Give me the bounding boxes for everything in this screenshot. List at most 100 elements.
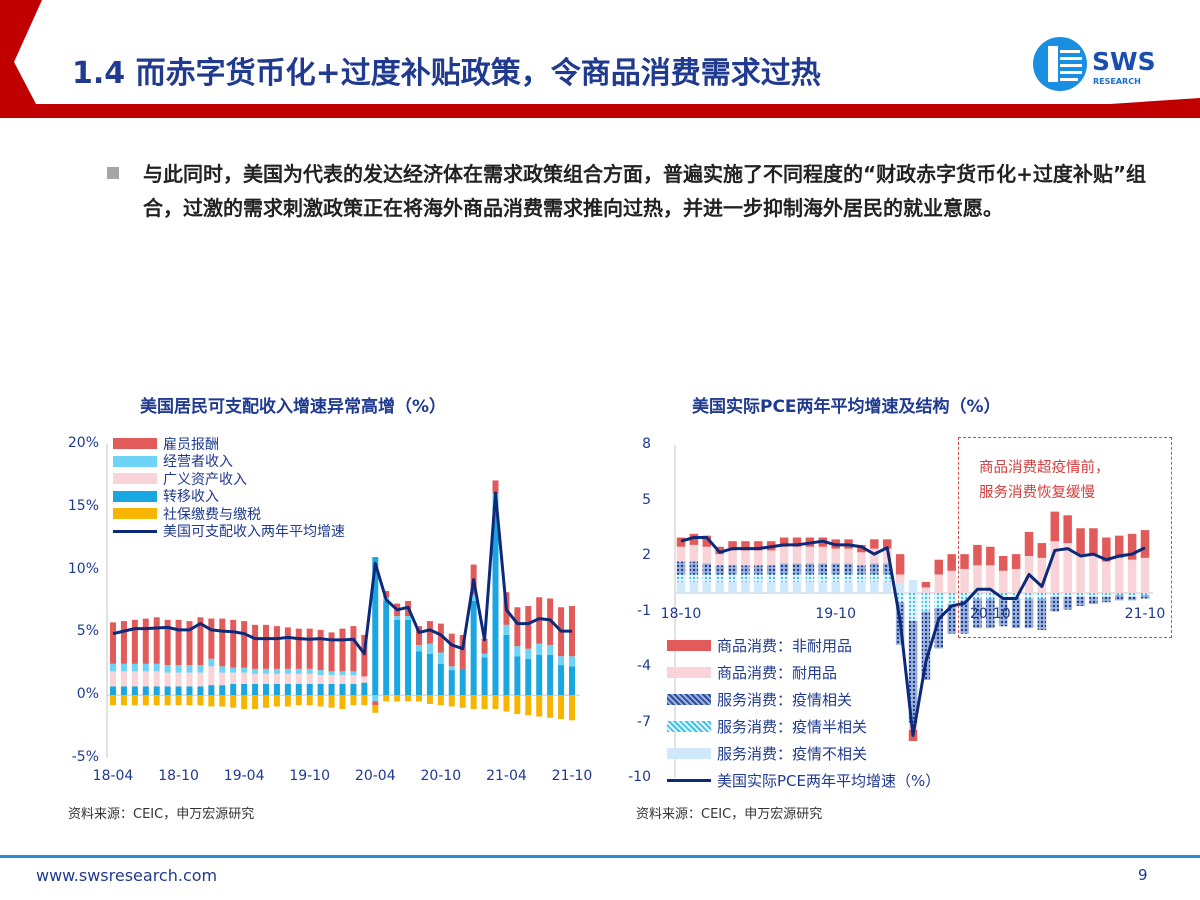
x-tick-label: 18-10 <box>660 606 702 622</box>
bar-segment <box>317 695 324 707</box>
bar-segment <box>426 695 433 704</box>
bar-segment <box>328 683 335 696</box>
header-frame <box>0 0 1200 118</box>
annotation-line-1: 商品消费超疫情前， <box>979 460 1110 476</box>
y-tick-label: -7 <box>637 713 651 730</box>
bar-segment <box>766 574 776 582</box>
bar-segment <box>208 695 215 707</box>
bar-segment <box>1089 554 1098 593</box>
bar-segment <box>481 695 488 710</box>
bar-segment <box>831 548 840 564</box>
bar-segment <box>986 593 995 599</box>
bar-segment <box>831 581 840 593</box>
footer-url-link[interactable]: www.swsresearch.com <box>36 866 218 885</box>
x-tick-label: 19-10 <box>815 606 856 622</box>
bar-segment <box>383 590 390 598</box>
bar-segment <box>1127 559 1137 593</box>
bar-segment <box>131 695 138 706</box>
annotation-line-2: 服务消费恢复缓慢 <box>979 485 1095 501</box>
bar-segment <box>503 695 510 712</box>
bar-segment <box>857 552 866 566</box>
y-tick-label: 10% <box>67 560 99 577</box>
x-tick-label: 20-10 <box>969 606 1011 622</box>
bar-segment <box>492 480 499 495</box>
bar-segment <box>426 621 433 644</box>
legend-color-swatch <box>667 721 711 732</box>
y-tick-label: -10 <box>628 769 651 785</box>
bar-segment <box>131 663 138 672</box>
bar-segment <box>263 668 269 674</box>
bar-segment <box>779 546 789 564</box>
bar-segment <box>1114 594 1124 601</box>
bar-segment <box>295 668 302 674</box>
bar-segment <box>1076 554 1085 593</box>
left-chart-legend: 雇员报酬 经营者收入 广义资产收入 转移收入 社保缴费与缴税 美国可支配收入两年平均增速 <box>113 435 345 540</box>
legend-item: 经营者收入 <box>113 453 345 471</box>
bar-segment <box>131 686 138 696</box>
bar-segment <box>142 695 149 706</box>
legend-label: 经营者收入 <box>163 454 233 471</box>
bar-segment <box>870 574 879 582</box>
bar-segment <box>153 686 160 696</box>
bar-segment <box>252 624 259 669</box>
bar-segment <box>792 581 802 593</box>
bar-segment <box>481 657 488 696</box>
bar-segment <box>481 653 488 658</box>
bar-segment <box>569 666 575 696</box>
x-tick-label: 18-10 <box>158 768 199 784</box>
bar-segment <box>448 633 455 667</box>
bar-segment <box>405 695 412 702</box>
bar-segment <box>1011 598 1021 629</box>
bar-segment <box>273 626 280 669</box>
bar-segment <box>536 643 543 656</box>
bar-segment <box>895 593 905 603</box>
bar-segment <box>361 682 368 696</box>
bar-segment <box>1114 557 1124 593</box>
bar-segment <box>230 695 237 708</box>
bar-segment <box>702 563 712 575</box>
bar-segment <box>175 686 182 696</box>
bar-segment <box>219 695 226 707</box>
bar-segment <box>818 574 828 582</box>
bar-segment <box>947 570 956 593</box>
y-tick-label: 2 <box>642 547 651 563</box>
bar-segment <box>1037 557 1047 593</box>
bar-segment <box>1037 543 1047 558</box>
bar-segment <box>164 672 171 687</box>
bar-segment <box>241 672 248 684</box>
bar-segment <box>805 574 815 582</box>
bar-segment <box>908 620 918 723</box>
bar-segment <box>459 695 466 708</box>
bar-segment <box>437 663 444 696</box>
bar-segment <box>536 597 543 644</box>
bar-segment <box>405 619 412 696</box>
bar-segment <box>416 695 422 702</box>
bar-segment <box>779 574 789 582</box>
bar-segment <box>514 607 521 647</box>
bar-segment <box>284 683 291 696</box>
annotation-box: 商品消费超疫情前， 服务消费恢复缓慢 <box>958 437 1172 638</box>
bar-segment <box>219 618 226 667</box>
bullet-paragraph: 与此同时，美国为代表的发达经济体在需求政策组合方面，普遍实施了不同程度的“财政赤… <box>105 157 1165 225</box>
legend-item: 雇员报酬 <box>113 435 345 453</box>
bar-segment <box>792 546 802 564</box>
legend-line-swatch <box>113 529 157 533</box>
bar-segment <box>263 673 269 684</box>
bar-segment <box>754 541 763 551</box>
y-tick-label: 5 <box>642 491 651 508</box>
bar-segment <box>383 695 390 702</box>
bar-segment <box>525 695 532 716</box>
bar-segment <box>186 695 193 706</box>
bar-segment <box>503 634 510 696</box>
bar-segment <box>197 686 204 696</box>
bar-segment <box>895 574 905 584</box>
bar-segment <box>437 623 444 653</box>
legend-color-swatch <box>113 508 157 520</box>
bar-segment <box>908 593 918 621</box>
bar-segment <box>459 668 466 696</box>
x-tick-label: 21-10 <box>551 768 593 784</box>
bar-segment <box>702 535 712 547</box>
x-tick-label: 20-10 <box>420 768 462 784</box>
y-tick-label: 15% <box>67 497 99 514</box>
bar-segment <box>547 644 554 656</box>
